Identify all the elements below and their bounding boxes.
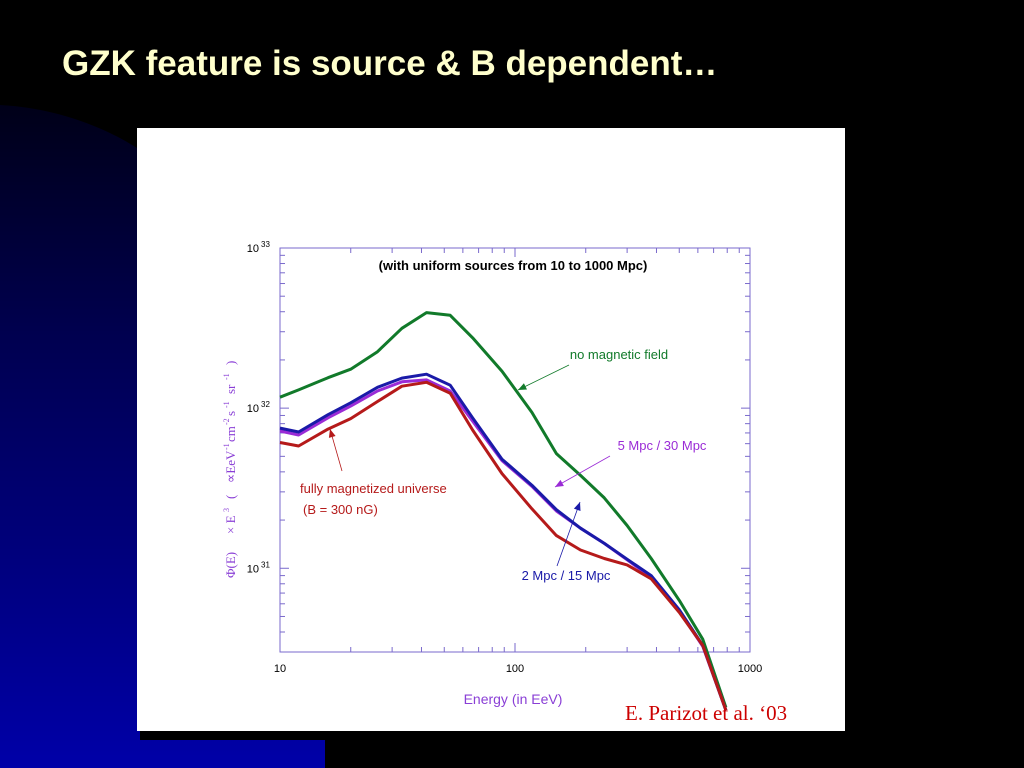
annotation-arrow-no-magnetic-field bbox=[517, 364, 570, 391]
annotation-arrow-fully-magnetized-head bbox=[328, 429, 336, 438]
series-line-no-magnetic-field bbox=[279, 311, 728, 708]
x-axis-label: Energy (in EeV) bbox=[464, 691, 563, 707]
y-tick-label: 10 bbox=[247, 403, 259, 415]
series-line-5-mpc-30-mpc bbox=[279, 378, 728, 711]
x-tick-label: 10 bbox=[274, 663, 286, 675]
annotation-fully-magnetized: fully magnetized universe bbox=[300, 481, 447, 496]
y-tick-label-exp: 33 bbox=[261, 240, 270, 249]
annotation-arrow-no-magnetic-field-head bbox=[518, 383, 527, 390]
y-axis-label-paren-close: ) bbox=[223, 361, 238, 365]
y-axis-label-s-exp: -1 bbox=[222, 401, 231, 408]
y-tick-label: 10 bbox=[247, 563, 259, 575]
y-axis-label-s: s bbox=[223, 411, 238, 416]
x-tick-label: 1000 bbox=[738, 663, 762, 675]
annotation-no-magnetic-field: no magnetic field bbox=[570, 347, 668, 362]
y-tick-label-exp: 32 bbox=[261, 400, 270, 409]
annotation-b-300ng: (B = 300 nG) bbox=[303, 502, 378, 517]
y-axis-label-paren-open: ( bbox=[223, 495, 238, 499]
annotation-arrow-5mpc-30mpc bbox=[554, 455, 611, 488]
y-axis-label-sr-exp: -1 bbox=[222, 373, 231, 380]
annotation-5mpc-30mpc: 5 Mpc / 30 Mpc bbox=[618, 438, 707, 453]
annotation-2mpc-15mpc: 2 Mpc / 15 Mpc bbox=[522, 568, 611, 583]
svg-text:Φ(E) × E 3: Φ(E) × E 3 ( ∝EeV -1 cm -2 s -1 sr -1 ) bbox=[217, 361, 238, 578]
y-axis-label-units-exp: -1 bbox=[222, 443, 231, 450]
citation: E. Parizot et al. ‘03 bbox=[625, 701, 788, 725]
y-axis-label-phi: Φ(E) bbox=[223, 552, 238, 578]
x-tick-label: 100 bbox=[506, 663, 524, 675]
y-axis-label-sr: sr bbox=[223, 384, 238, 394]
y-axis-label-times-exp: 3 bbox=[222, 508, 231, 512]
y-axis-label-units: ∝EeV bbox=[223, 450, 238, 483]
series-line-2-mpc-15-mpc bbox=[279, 372, 728, 711]
slide-title: GZK feature is source & B dependent… bbox=[62, 44, 718, 83]
figure-panel: 10 100 1000 10 31 10 32 10 33 (with uniform sour… bbox=[137, 128, 845, 731]
chart-title: (with uniform sources from 10 to 1000 Mp… bbox=[379, 258, 648, 273]
y-axis-label-times: × E bbox=[223, 515, 238, 534]
y-tick-label: 10 bbox=[247, 243, 259, 255]
annotation-arrow-2mpc-15mpc-head bbox=[573, 502, 581, 511]
y-axis-label-cm: cm bbox=[223, 426, 238, 442]
annotation-arrow-5mpc-30mpc-head bbox=[555, 479, 564, 487]
annotation-arrow-2mpc-15mpc bbox=[556, 501, 581, 567]
y-axis-label: Φ(E) × E 3 ( ∝EeV -1 cm -2 s -1 sr -1 ) bbox=[217, 361, 238, 578]
y-axis-label-cm-exp: -2 bbox=[222, 418, 231, 425]
y-tick-label-exp: 31 bbox=[261, 560, 270, 569]
series-line-fully-magnetized-universe bbox=[279, 380, 728, 711]
